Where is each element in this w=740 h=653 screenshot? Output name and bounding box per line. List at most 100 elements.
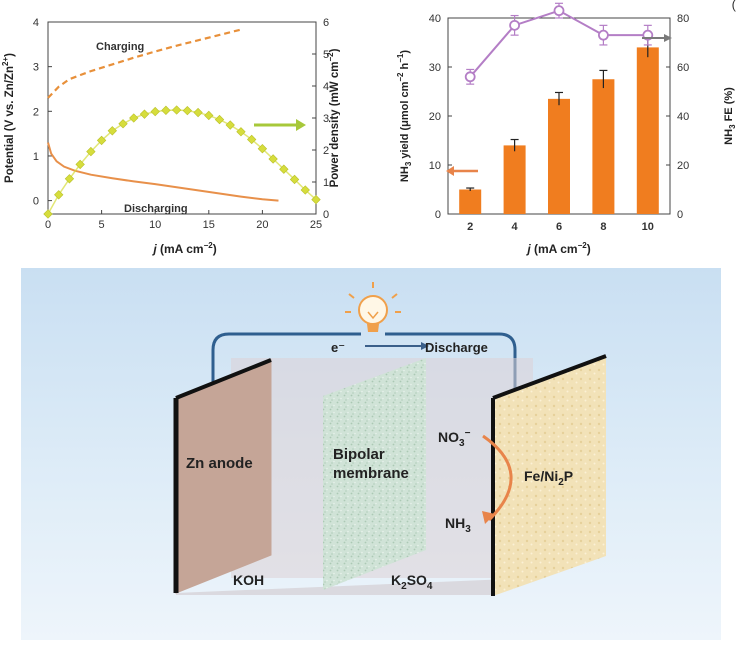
yield-y-tick-label: 20 (429, 111, 441, 123)
left-y-tick-label: 0 (33, 196, 39, 208)
charging-curve (47, 28, 242, 99)
power-density-point (96, 135, 107, 146)
power-density-point (43, 209, 53, 219)
power-density-point (247, 134, 257, 145)
yield-bar (503, 145, 526, 214)
power-density-point (129, 113, 139, 123)
left-y-tick-label: 4 (33, 17, 39, 29)
right-y-tick-label: 1 (323, 177, 329, 189)
koh-label: KOH (233, 572, 264, 588)
right-y-tick-label: 5 (323, 49, 329, 61)
fe-y-tick-label: 0 (677, 209, 683, 221)
right-y-axis-label: Power density (mW cm−2) (326, 48, 340, 187)
yield-y-tick-label: 10 (429, 160, 441, 172)
fe-line (469, 9, 648, 78)
yield-bar (459, 189, 482, 214)
right-chart-ticks: 2 4 6 8 10 0 10 20 30 40 0 20 40 60 80 (429, 13, 690, 233)
bar-x-tick-label: 2 (467, 221, 473, 233)
power-density-point (225, 120, 235, 130)
power-density-point (161, 105, 171, 115)
power-density-point (139, 109, 150, 119)
fe-point (553, 5, 565, 17)
external-wire (211, 332, 517, 396)
power-axis-arrow (254, 119, 306, 131)
bipolar-membrane (323, 358, 426, 590)
discharging-curve (47, 142, 279, 202)
ammonia-label: NH3 (445, 515, 471, 535)
fe-y-tick-label: 20 (677, 160, 689, 172)
zn-nitrate-battery-schematic: e⁻ Discharge Zn anode Bipolar membrane N… (21, 268, 721, 640)
ammonia-yield-chart: 2 4 6 8 10 0 10 20 30 40 0 20 40 60 80 j (mA cm−2) NH3… (396, 2, 737, 256)
left-x-tick-label: 25 (310, 219, 322, 231)
left-y-tick-label: 3 (33, 62, 39, 74)
power-density-point (86, 146, 96, 157)
right-x-axis-label: j (mA cm−2) (525, 241, 590, 256)
top-right-fragment: ( (731, 0, 736, 12)
zn-anode-electrode (175, 359, 272, 594)
left-y-axis-label: Potential (V vs. Zn/Zn2+) (1, 53, 16, 183)
charging-annotation: Charging (96, 41, 144, 53)
fe-y-tick-label: 60 (677, 62, 689, 74)
power-density-point (193, 107, 203, 118)
electron-label: e⁻ (331, 340, 345, 355)
right-y-tick-label: 0 (323, 209, 329, 221)
discharge-label: Discharge (425, 340, 488, 355)
power-density-point (54, 190, 64, 200)
cell-floor (176, 578, 533, 595)
right-y-tick-label: 3 (323, 113, 329, 125)
fe-y-axis-label: NH3 FE (%) (723, 87, 737, 145)
fe-y-tick-label: 40 (677, 111, 689, 123)
yield-y-tick-label: 0 (435, 209, 441, 221)
yield-y-tick-label: 40 (429, 13, 441, 25)
power-density-point (300, 185, 310, 195)
fe-point (464, 71, 476, 83)
yield-y-tick-label: 30 (429, 62, 441, 74)
left-x-tick-label: 15 (203, 219, 215, 231)
yield-bar (548, 98, 570, 214)
power-density-point (171, 105, 182, 115)
yield-bar (636, 47, 659, 215)
bar-x-tick-label: 8 (600, 221, 606, 233)
nitrate-reduction-arrow (482, 434, 513, 522)
yield-bar (592, 79, 615, 214)
power-density-point (236, 127, 246, 137)
bar-x-tick-label: 4 (512, 221, 519, 233)
fe-axis-arrow (642, 34, 672, 42)
left-x-axis-label: j (mA cm−2) (151, 241, 216, 256)
nitrate-reduction-arrowhead (482, 511, 495, 524)
power-density-point (118, 119, 128, 129)
right-y-tick-label: 4 (323, 81, 329, 93)
power-density-point (64, 174, 75, 184)
power-density-point (257, 144, 268, 154)
left-x-tick-label: 10 (149, 219, 161, 231)
left-plot-frame (47, 21, 317, 215)
left-chart-series (43, 28, 321, 219)
fe-y-tick-label: 80 (677, 13, 689, 25)
right-y-tick-label: 6 (323, 17, 329, 29)
light-bulb-icon (345, 282, 401, 332)
fe-point (597, 29, 609, 41)
k2so4-label: K2SO4 (391, 572, 433, 592)
right-chart-series (459, 2, 659, 215)
power-density-point (214, 114, 225, 125)
zn-anode-label: Zn anode (186, 455, 253, 472)
bipolar-label-line2: membrane (333, 465, 409, 482)
yield-axis-arrow (446, 166, 478, 176)
cathode-label: Fe/Ni2P (524, 468, 573, 488)
left-x-tick-label: 0 (45, 219, 51, 231)
nitrate-label: NO3− (438, 428, 471, 449)
electron-flow-arrowhead (421, 342, 429, 350)
left-x-tick-label: 5 (99, 219, 105, 231)
power-density-point (311, 194, 321, 205)
power-density-point (150, 106, 160, 117)
bipolar-label-line1: Bipolar (333, 446, 385, 463)
yield-y-axis-label: NH3 yield (μmol cm−2 h−1) (396, 50, 413, 182)
power-density-point (268, 154, 278, 164)
power-density-point (75, 159, 85, 170)
left-y-tick-label: 1 (33, 151, 39, 163)
bar-x-tick-label: 6 (556, 221, 562, 233)
right-y-tick-label: 2 (323, 145, 329, 157)
fe-ni2p-cathode (493, 356, 606, 596)
power-density-point (182, 105, 193, 116)
